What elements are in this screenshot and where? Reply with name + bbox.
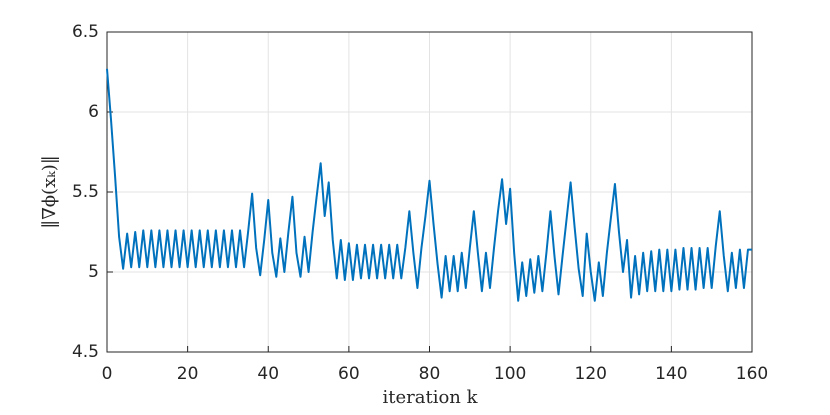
x-tick-label: 100 — [494, 364, 526, 384]
x-tick-label: 0 — [102, 364, 113, 384]
x-tick-label: 40 — [257, 364, 279, 384]
data-line — [106, 68, 752, 302]
y-tick-label: 6 — [88, 102, 99, 122]
x-tick-label: 60 — [338, 364, 360, 384]
y-tick-label: 5 — [88, 262, 99, 282]
y-axis-label: ‖∇ϕ(xₖ)‖ — [39, 155, 60, 229]
x-tick-label: 20 — [177, 364, 199, 384]
x-axis-label: iteration k — [382, 387, 478, 408]
x-tick-label: 80 — [419, 364, 441, 384]
x-tick-label: 120 — [575, 364, 607, 384]
y-tick-label: 5.5 — [72, 182, 99, 202]
x-tick-label: 160 — [736, 364, 768, 384]
axes-box — [106, 31, 753, 353]
x-tick-label: 140 — [655, 364, 687, 384]
y-tick-label: 4.5 — [72, 342, 99, 362]
y-tick-label: 6.5 — [72, 22, 99, 42]
